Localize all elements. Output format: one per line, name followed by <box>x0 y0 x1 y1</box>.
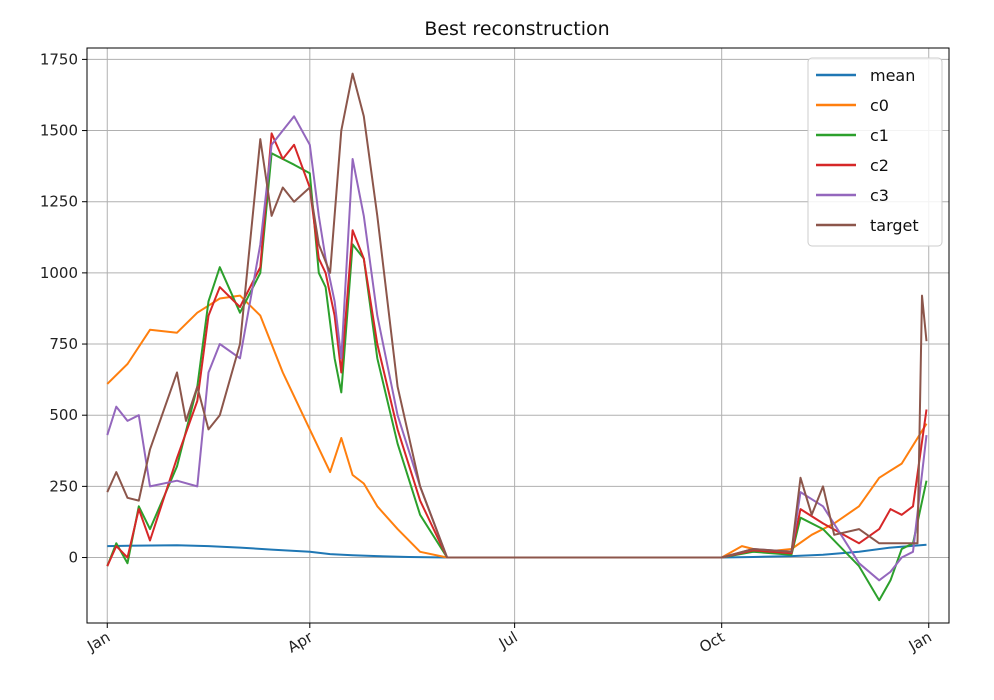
y-tick-label: 500 <box>49 406 78 424</box>
series-line-mean <box>107 543 927 559</box>
y-tick-label: 1000 <box>40 264 78 282</box>
x-tick-label: Oct <box>696 628 728 657</box>
chart-title: Best reconstruction <box>424 18 609 40</box>
legend-label-mean: mean <box>870 66 915 85</box>
x-tick-label: Jan <box>905 628 935 656</box>
plot-frame <box>86 47 950 624</box>
y-tick-label: 0 <box>68 549 78 567</box>
y-tick-label: 750 <box>49 335 78 353</box>
legend-label-c1: c1 <box>870 126 889 145</box>
series-line-c3 <box>106 115 928 582</box>
axes: Jan Apr Jul Oct Jan 0 250 500 750 1000 1250 1500 175… <box>40 50 935 656</box>
legend-label-c0: c0 <box>870 96 889 115</box>
legend-label-target: target <box>870 216 919 235</box>
series-line-target <box>106 72 928 559</box>
x-tick-label: Jul <box>495 628 521 653</box>
y-tick-label: 1750 <box>40 50 78 68</box>
y-tick-label: 1500 <box>40 122 78 140</box>
legend-label-c3: c3 <box>870 186 889 205</box>
legend-label-c2: c2 <box>870 156 889 175</box>
x-tick-label: Jan <box>83 628 113 656</box>
series-line-c1 <box>106 152 928 602</box>
series-line-c2 <box>106 132 928 567</box>
x-tick-label: Apr <box>284 627 316 656</box>
series-lines <box>106 72 928 602</box>
y-tick-label: 1250 <box>40 193 78 211</box>
y-tick-label: 250 <box>49 477 78 495</box>
legend: mean c0 c1 c2 c3 target <box>807 57 943 247</box>
series-line-c0 <box>106 294 928 559</box>
